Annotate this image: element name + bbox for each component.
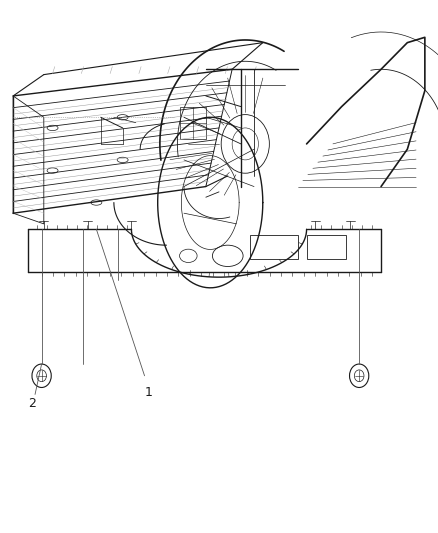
Bar [250,235,298,259]
Circle shape [350,364,369,387]
Bar [180,107,206,139]
Bar [307,235,346,259]
Text: 2: 2 [28,397,36,410]
Text: 1: 1 [145,386,152,399]
Circle shape [32,364,51,387]
